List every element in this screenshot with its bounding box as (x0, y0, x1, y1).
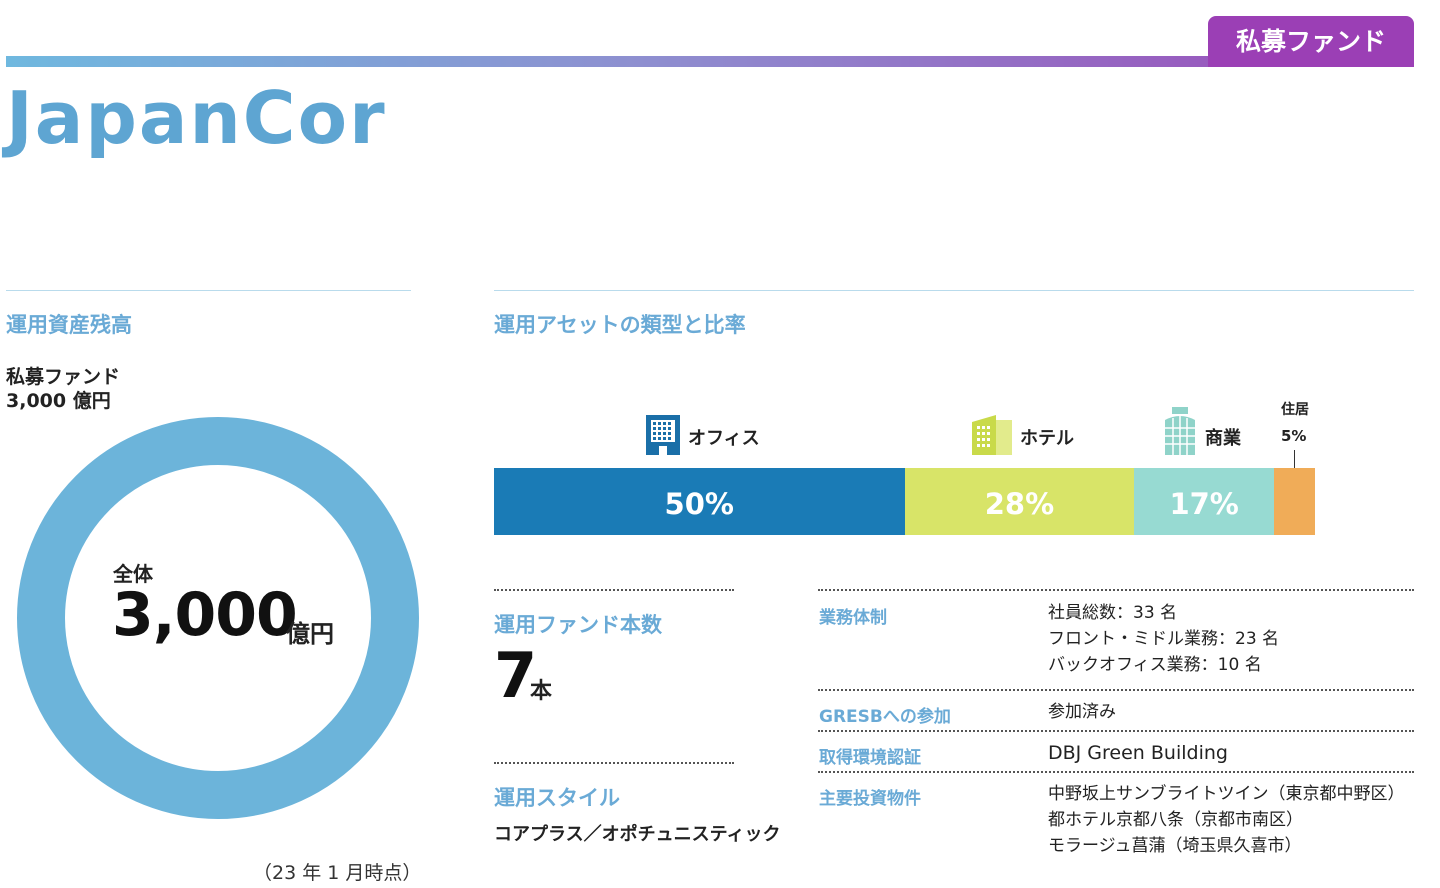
office-building-icon (646, 415, 680, 455)
chart-bar-office: 50% (494, 468, 905, 535)
details-divider (818, 771, 1414, 773)
chart-value-label-office: 50% (664, 487, 734, 521)
style-title: 運用スタイル (494, 786, 620, 810)
details-value-staffing: 社員総数：33 名フロント・ミドル業務：23 名バックオフィス業務：10 名 (1048, 603, 1280, 675)
chart-bar-retail: 17% (1134, 468, 1274, 535)
chart-bar-hotel: 28% (904, 468, 1135, 535)
details-value-certification: DBJ Green Building (1048, 742, 1228, 764)
details-divider (818, 730, 1414, 732)
chart-bar-residential (1273, 468, 1315, 535)
aum-fund-type: 私募ファンド (6, 366, 121, 388)
company-name: JapanCor (6, 76, 387, 160)
chart-category-label-office: オフィス (688, 428, 760, 449)
aum-as-of: （23 年 1 月時点） (253, 862, 422, 884)
header-gradient-bar (6, 56, 1414, 67)
details-divider (818, 589, 1414, 591)
mall-icon (1165, 407, 1195, 455)
section-rule-aum (6, 290, 411, 291)
divider (494, 762, 734, 764)
chart-value-label-hotel: 28% (984, 487, 1055, 521)
chart-value-label-retail: 17% (1169, 487, 1239, 521)
details-divider (818, 689, 1414, 691)
section-rule-assets (494, 290, 1414, 291)
assets-section-title: 運用アセットの類型と比率 (494, 313, 746, 337)
category-tag: 私募ファンド (1208, 16, 1414, 67)
details-value-gresb: 参加済み (1048, 702, 1116, 722)
aum-section-title: 運用資産残高 (6, 313, 132, 337)
aum-total-unit: 億円 (286, 620, 334, 648)
details-key-properties: 主要投資物件 (819, 789, 921, 809)
funds-unit: 本 (530, 679, 553, 704)
chart-category-label-hotel: ホテル (1020, 428, 1074, 449)
chart-category-label-residential: 住居 (1281, 402, 1309, 418)
chart-value-label-residential: 5% (1281, 427, 1307, 445)
style-value: コアプラス／オポチュニスティック (494, 824, 781, 845)
divider (494, 589, 734, 591)
details-key-staffing: 業務体制 (819, 608, 887, 628)
funds-title: 運用ファンド本数 (494, 613, 662, 637)
chart-category-label-retail: 商業 (1205, 428, 1241, 449)
details-key-certification: 取得環境認証 (819, 748, 921, 768)
details-value-properties: 中野坂上サンブライトツイン（東京都中野区） 都ホテル京都八条（京都市南区） モラージ… (1048, 784, 1405, 856)
funds-count: 7 (494, 639, 538, 712)
aum-fund-amount: 3,000 億円 (6, 390, 111, 412)
aum-total-label: 全体 (113, 562, 153, 586)
aum-total-value: 3,000 (112, 580, 298, 650)
details-key-gresb: GRESBへの参加 (819, 707, 951, 727)
hotel-building-icon (972, 415, 1012, 455)
